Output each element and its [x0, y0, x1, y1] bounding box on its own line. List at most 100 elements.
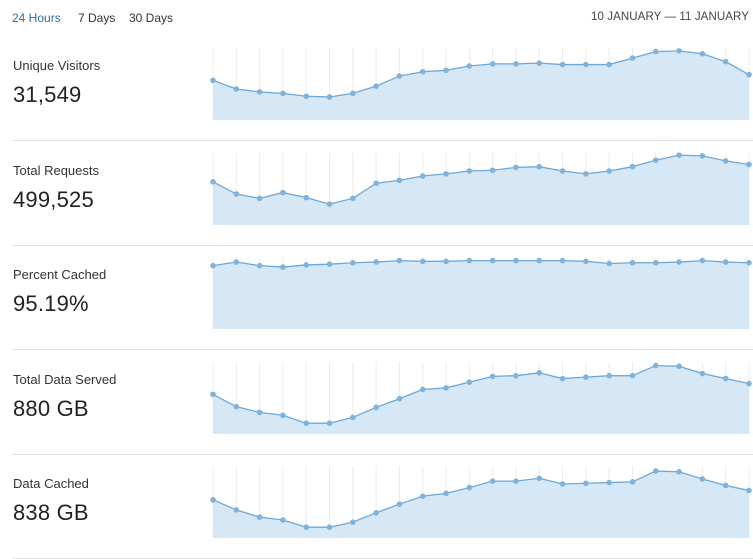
metric-row-total-requests: Total Requests 499,525 [0, 141, 753, 246]
data-point [466, 379, 473, 385]
data-point [676, 152, 682, 158]
data-point [419, 493, 426, 500]
series-area [213, 471, 749, 538]
data-point [559, 257, 566, 264]
data-point [489, 61, 496, 67]
series-area [213, 155, 749, 225]
metric-row-total-data-served: Total Data Served 880 GB [0, 350, 753, 455]
top-bar: 24 Hours 7 Days 30 Days 10 JANUARY — 11 … [0, 0, 753, 36]
data-point [559, 61, 566, 68]
data-point [489, 478, 496, 484]
data-point [326, 261, 333, 267]
data-point [722, 58, 729, 65]
data-point [699, 370, 706, 377]
data-point [210, 77, 216, 84]
data-point [722, 482, 729, 489]
data-point [746, 259, 752, 266]
data-point [583, 480, 589, 487]
data-point [513, 61, 519, 67]
data-point [676, 259, 682, 265]
data-point [699, 257, 706, 264]
data-point [699, 153, 706, 159]
data-point [629, 163, 636, 170]
data-point [210, 179, 216, 185]
data-point [583, 374, 589, 380]
row-divider [12, 454, 753, 455]
data-point [233, 259, 240, 265]
data-point [466, 484, 473, 491]
data-point [210, 497, 216, 503]
data-point [559, 481, 566, 487]
data-point [629, 372, 636, 379]
data-point [513, 372, 519, 379]
data-point [233, 403, 240, 410]
series-line [212, 154, 750, 205]
series-area [213, 260, 749, 329]
data-point [652, 48, 659, 55]
data-point [606, 168, 612, 174]
metric-row-percent-cached: Percent Cached 95.19% [0, 245, 753, 350]
data-point [373, 83, 379, 89]
data-point [513, 164, 519, 171]
data-point [419, 386, 426, 393]
data-point [606, 479, 612, 486]
data-point [396, 177, 403, 184]
data-point [676, 468, 682, 475]
data-point [303, 524, 310, 530]
data-point [419, 68, 426, 75]
data-point [326, 201, 333, 207]
data-point [350, 414, 356, 421]
data-point [536, 257, 543, 264]
sparkline-percent-cached[interactable] [208, 253, 753, 331]
data-point [536, 370, 543, 376]
data-point [256, 89, 263, 95]
data-point [466, 257, 473, 264]
data-point [256, 195, 263, 202]
tab-7-days[interactable]: 7 Days [78, 11, 116, 25]
series-line [212, 470, 750, 528]
data-point [373, 510, 379, 516]
data-point [326, 420, 333, 426]
data-point [559, 168, 566, 174]
tab-24-hours[interactable]: 24 Hours [12, 11, 61, 25]
data-point [606, 61, 612, 68]
metric-label: Data Cached [13, 476, 89, 491]
data-point [256, 409, 263, 416]
data-point [233, 507, 240, 513]
row-divider [12, 245, 753, 246]
data-point [536, 60, 543, 66]
sparkline-total-requests[interactable] [208, 149, 753, 227]
data-point [396, 395, 403, 402]
data-point [513, 257, 519, 264]
data-point [350, 259, 356, 266]
data-point [559, 375, 566, 382]
data-point [256, 262, 263, 269]
sparkline-data-cached[interactable] [208, 462, 753, 540]
data-point [256, 514, 263, 520]
date-range: 10 JANUARY — 11 JANUARY [590, 11, 749, 23]
data-point [746, 161, 752, 168]
data-point [722, 158, 729, 164]
series-area [213, 50, 749, 120]
data-point [443, 490, 449, 497]
metric-label: Total Requests [13, 163, 99, 178]
data-point [746, 487, 752, 494]
data-point [443, 67, 449, 74]
tab-30-days[interactable]: 30 Days [129, 11, 174, 25]
data-point [443, 385, 449, 391]
metric-label: Unique Visitors [13, 58, 101, 73]
data-point [373, 259, 379, 265]
data-point [722, 259, 729, 265]
data-point [443, 171, 449, 177]
data-point [396, 73, 403, 79]
series-line [212, 259, 750, 268]
sparkline-unique-visitors[interactable] [208, 44, 753, 122]
data-point [652, 362, 659, 369]
data-point [536, 475, 543, 482]
metric-label: Percent Cached [13, 267, 107, 282]
data-point [652, 157, 659, 163]
data-point [583, 258, 589, 265]
sparkline-total-data-served[interactable] [208, 358, 753, 436]
data-point [629, 55, 636, 61]
data-point [350, 195, 356, 202]
